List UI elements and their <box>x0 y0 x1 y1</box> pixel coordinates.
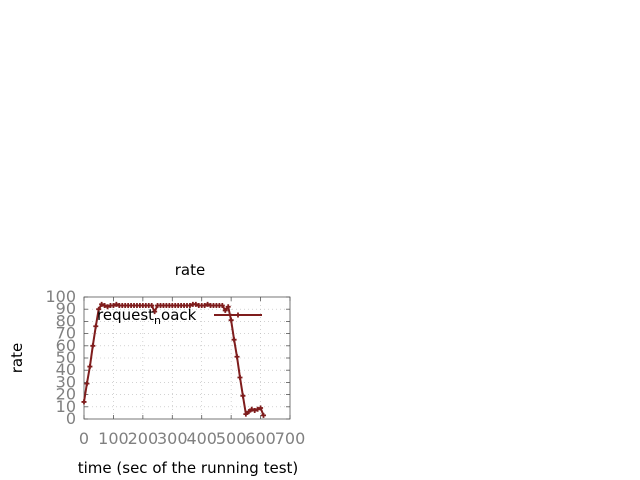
y-tick-label: 90 <box>56 299 76 318</box>
data-point <box>240 393 246 399</box>
data-point <box>149 303 155 309</box>
legend-entry-label: requestnoack <box>97 306 197 327</box>
y-tick-label: 40 <box>56 360 76 379</box>
x-tick-label: 300 <box>157 429 188 448</box>
data-point <box>219 303 225 309</box>
data-point <box>228 317 234 323</box>
legend-subscript: n <box>154 314 161 327</box>
data-point <box>234 354 240 360</box>
data-point <box>243 411 249 417</box>
grid <box>84 297 290 419</box>
data-point <box>110 303 116 309</box>
data-point <box>237 375 243 381</box>
y-tick-label: 100 <box>45 287 76 306</box>
data-point <box>113 301 119 307</box>
y-tick-label: 60 <box>56 336 76 355</box>
data-point <box>261 412 267 418</box>
data-point <box>99 301 105 307</box>
y-tick-label: 80 <box>56 311 76 330</box>
chart-title: rate <box>175 261 205 279</box>
x-axis-label: time (sec of the running test) <box>78 459 299 477</box>
y-tick-label: 50 <box>56 348 76 367</box>
data-point <box>102 303 108 309</box>
data-point <box>252 407 258 413</box>
data-point <box>246 409 252 415</box>
series <box>81 301 267 418</box>
x-tick-label: 700 <box>275 429 306 448</box>
y-tick-label: 30 <box>56 372 76 391</box>
data-point <box>96 306 102 312</box>
x-tick-label: 200 <box>128 429 159 448</box>
x-tick-label: 500 <box>216 429 247 448</box>
data-point <box>205 301 211 307</box>
data-point <box>202 303 208 309</box>
x-tick-label: 0 <box>79 429 89 448</box>
data-point <box>93 323 99 329</box>
data-point <box>187 303 193 309</box>
data-point <box>90 343 96 349</box>
y-axis-label: rate <box>8 343 26 373</box>
data-point <box>193 301 199 307</box>
y-tick-label: 0 <box>66 409 76 428</box>
x-tick-label: 600 <box>245 429 276 448</box>
data-point <box>84 381 90 387</box>
data-point <box>105 304 111 310</box>
data-point <box>152 309 158 315</box>
data-point <box>81 399 87 405</box>
legend: requestnoack <box>97 306 262 327</box>
y-tick-label: 70 <box>56 324 76 343</box>
data-point <box>225 304 231 310</box>
data-point <box>249 406 255 412</box>
x-tick-label: 400 <box>186 429 217 448</box>
y-tick-label: 10 <box>56 397 76 416</box>
x-tick-label: 100 <box>98 429 129 448</box>
data-point <box>255 406 261 412</box>
data-point <box>87 364 93 370</box>
legend-marker-sample <box>235 312 241 318</box>
y-tick-label: 20 <box>56 385 76 404</box>
data-point <box>222 307 228 313</box>
data-point <box>231 337 237 343</box>
data-point <box>258 405 264 411</box>
